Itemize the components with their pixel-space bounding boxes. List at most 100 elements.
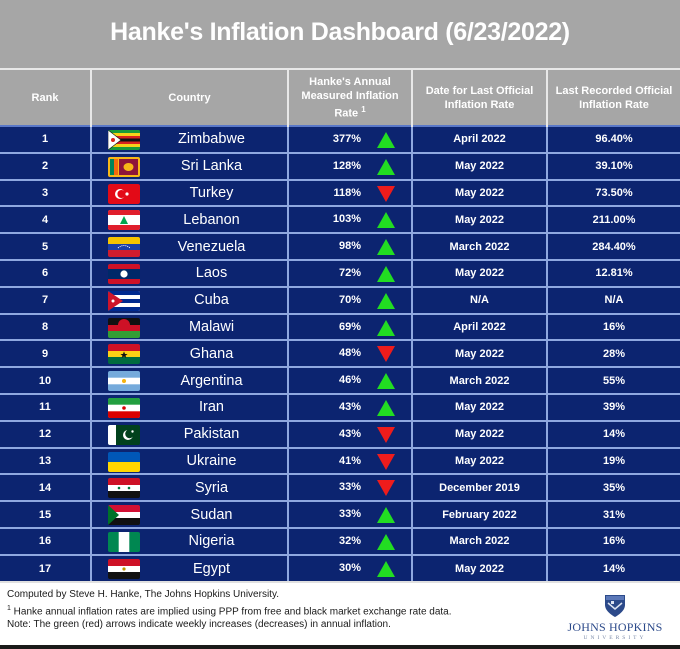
country-cell: Ghana bbox=[90, 339, 288, 368]
rank-cell: 14 bbox=[0, 473, 91, 502]
rank-cell: 13 bbox=[0, 446, 91, 475]
official-date-value: May 2022 bbox=[455, 160, 504, 173]
country-cell: Turkey bbox=[90, 178, 288, 207]
rank-value: 3 bbox=[41, 186, 49, 199]
hanke-rate-value: 72% bbox=[338, 266, 361, 279]
table-row: 11 Iran 43% May 2022 39% bbox=[0, 392, 680, 421]
table-row: 16 Nigeria 32% March 2022 16% bbox=[0, 526, 680, 555]
official-date-cell: May 2022 bbox=[411, 178, 547, 207]
official-rate-cell: 96.40% bbox=[546, 125, 680, 153]
hanke-rate-value: 118% bbox=[333, 186, 361, 199]
table-row: 14 Syria 33% December 2019 35% bbox=[0, 473, 680, 502]
jhu-logo-sub: UNIVERSITY bbox=[583, 635, 647, 641]
official-date-cell: May 2022 bbox=[411, 446, 547, 475]
lebanon-flag-icon bbox=[108, 210, 140, 231]
country-name: Venezuela bbox=[177, 238, 246, 255]
iran-flag-icon bbox=[108, 397, 140, 418]
official-rate-value: 31% bbox=[602, 508, 626, 521]
official-date-cell: March 2022 bbox=[411, 526, 547, 555]
hanke-rate-value: 43% bbox=[338, 427, 361, 440]
official-date-value: May 2022 bbox=[455, 428, 504, 441]
official-rate-value: 211.00% bbox=[592, 213, 636, 226]
official-date-cell: April 2022 bbox=[411, 312, 547, 341]
hanke-rate-cell: 69% bbox=[287, 312, 412, 341]
country-name: Sri Lanka bbox=[180, 158, 243, 175]
official-date-value: May 2022 bbox=[455, 186, 504, 199]
official-date-cell: May 2022 bbox=[411, 151, 547, 180]
rank-cell: 9 bbox=[0, 339, 91, 368]
header-rank-label: Rank bbox=[31, 91, 59, 104]
official-date-value: May 2022 bbox=[455, 213, 504, 226]
table-row: 5 Venezuela 98% March 2022 284.40% bbox=[0, 232, 680, 260]
turkey-flag-icon bbox=[108, 183, 140, 204]
footnote-mark: 1 bbox=[7, 604, 11, 612]
rank-cell: 3 bbox=[0, 178, 91, 207]
official-rate-cell: 39% bbox=[546, 392, 680, 421]
official-date-cell: December 2019 bbox=[411, 473, 547, 502]
country-name: Pakistan bbox=[183, 426, 240, 443]
official-rate-cell: N/A bbox=[546, 285, 680, 314]
hanke-rate-cell: 46% bbox=[287, 366, 412, 394]
jhu-logo: JOHNS HOPKINS UNIVERSITY bbox=[560, 593, 670, 643]
header-country: Country bbox=[90, 68, 288, 126]
official-date-value: May 2022 bbox=[455, 267, 504, 280]
table-row: 12 Pakistan 43% May 2022 14% bbox=[0, 419, 680, 448]
country-name: Argentina bbox=[180, 372, 243, 389]
country-name: Cuba bbox=[194, 292, 229, 309]
hanke-rate-value: 48% bbox=[338, 347, 361, 360]
country-cell: Cuba bbox=[90, 285, 288, 314]
rank-value: 9 bbox=[41, 347, 49, 360]
official-rate-value: 73.50% bbox=[595, 186, 633, 199]
rank-value: 4 bbox=[41, 213, 49, 226]
syria-flag-icon bbox=[108, 478, 140, 499]
rank-value: 14 bbox=[38, 481, 52, 494]
rank-value: 5 bbox=[41, 240, 49, 253]
official-rate-cell: 211.00% bbox=[546, 205, 680, 234]
official-rate-value: 284.40% bbox=[592, 240, 636, 253]
country-name: Iran bbox=[199, 399, 224, 416]
header-official-rate: Last Recorded Official Inflation Rate bbox=[546, 68, 680, 126]
official-rate-value: 28% bbox=[602, 347, 626, 360]
header-rank: Rank bbox=[0, 68, 91, 126]
hanke-rate-cell: 30% bbox=[287, 553, 412, 582]
official-date-cell: May 2022 bbox=[411, 258, 547, 287]
official-rate-value: N/A bbox=[604, 294, 624, 307]
table-row: 1 Zimbabwe 377% April 2022 96.40% bbox=[0, 125, 680, 153]
hanke-rate-cell: 98% bbox=[287, 232, 412, 260]
country-cell: Lebanon bbox=[90, 205, 288, 234]
rank-cell: 8 bbox=[0, 312, 91, 341]
rank-value: 11 bbox=[39, 401, 51, 414]
hanke-rate-value: 43% bbox=[338, 400, 361, 413]
official-rate-cell: 19% bbox=[546, 446, 680, 475]
header-country-label: Country bbox=[168, 91, 211, 104]
table-row: 3 Turkey 118% May 2022 73.50% bbox=[0, 178, 680, 207]
hanke-rate-cell: 43% bbox=[287, 392, 412, 421]
country-cell: Sri Lanka bbox=[90, 151, 288, 180]
rank-value: 2 bbox=[41, 160, 49, 173]
official-date-value: May 2022 bbox=[455, 454, 504, 467]
hanke-rate-cell: 33% bbox=[287, 473, 412, 502]
table-row: 13 Ukraine 41% May 2022 19% bbox=[0, 446, 680, 475]
hanke-rate-cell: 103% bbox=[287, 205, 412, 234]
credit-note: Computed by Steve H. Hanke, The Johns Ho… bbox=[7, 589, 279, 600]
official-date-value: March 2022 bbox=[449, 374, 510, 387]
official-date-cell: N/A bbox=[411, 285, 547, 314]
sri-lanka-flag-icon bbox=[108, 156, 140, 177]
header-hanke-label: Hanke's Annual Measured Inflation Rate bbox=[301, 75, 399, 120]
country-cell: Sudan bbox=[90, 500, 288, 528]
rank-value: 13 bbox=[38, 454, 52, 467]
official-date-value: March 2022 bbox=[449, 535, 510, 548]
official-rate-cell: 39.10% bbox=[546, 151, 680, 180]
official-date-value: March 2022 bbox=[449, 240, 510, 253]
nigeria-flag-icon bbox=[108, 531, 140, 552]
official-rate-value: 39% bbox=[602, 401, 626, 414]
official-rate-value: 39.10% bbox=[595, 160, 633, 173]
arrow-up-icon bbox=[377, 399, 395, 416]
official-date-cell: May 2022 bbox=[411, 392, 547, 421]
official-rate-value: 12.81% bbox=[595, 267, 633, 280]
country-cell: Zimbabwe bbox=[90, 125, 288, 153]
table-row: 7 Cuba 70% N/A N/A bbox=[0, 285, 680, 314]
rank-cell: 7 bbox=[0, 285, 91, 314]
rank-cell: 11 bbox=[0, 392, 91, 421]
table-row: 4 Lebanon 103% May 2022 211.00% bbox=[0, 205, 680, 234]
